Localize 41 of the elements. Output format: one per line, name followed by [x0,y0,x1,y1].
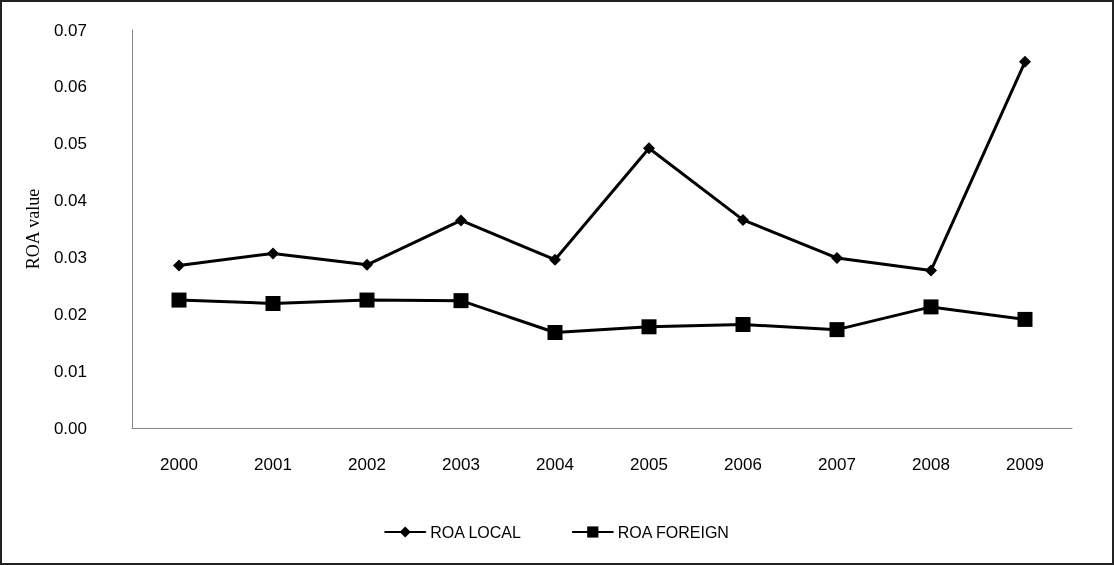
point [359,292,375,308]
point [265,295,281,311]
x-tick-label: 2000 [160,455,198,474]
point [267,247,279,260]
point [455,214,467,227]
x-tick-label: 2004 [536,455,574,474]
point [831,252,843,264]
x-tick-label: 2002 [348,455,386,474]
y-tick-label: 0.03 [53,247,87,267]
legend-label: ROA LOCAL [430,523,522,541]
legend-label: ROA FOREIGN [617,523,729,541]
point [1017,311,1033,327]
point [1019,55,1031,68]
point [171,292,187,308]
y-tick-label: 0.01 [53,361,87,381]
y-tick-label: 0.07 [53,20,87,40]
point [737,213,749,226]
x-tick-label: 2006 [724,455,762,474]
point [453,293,469,309]
x-tick-label: 2005 [630,455,668,474]
y-axis-title: ROA value [23,188,43,270]
point [829,322,845,338]
y-tick-label: 0.06 [53,77,87,97]
y-tick-label: 0.02 [53,304,87,324]
point [923,299,939,315]
x-tick-label: 2003 [442,455,480,474]
point [361,258,373,271]
y-tick-label: 0.04 [53,191,87,211]
point [735,317,751,333]
x-tick-label: 2007 [818,455,856,474]
x-tick-label: 2008 [912,455,950,474]
x-tick-label: 2001 [254,455,292,474]
y-tick-label: 0.05 [53,134,87,154]
y-tick-label: 0.00 [53,418,87,438]
x-tick-label: 2009 [1006,455,1044,474]
point [173,259,185,272]
point [643,142,655,155]
point [549,253,561,266]
point [547,324,563,340]
point [641,319,657,335]
point [925,264,937,277]
